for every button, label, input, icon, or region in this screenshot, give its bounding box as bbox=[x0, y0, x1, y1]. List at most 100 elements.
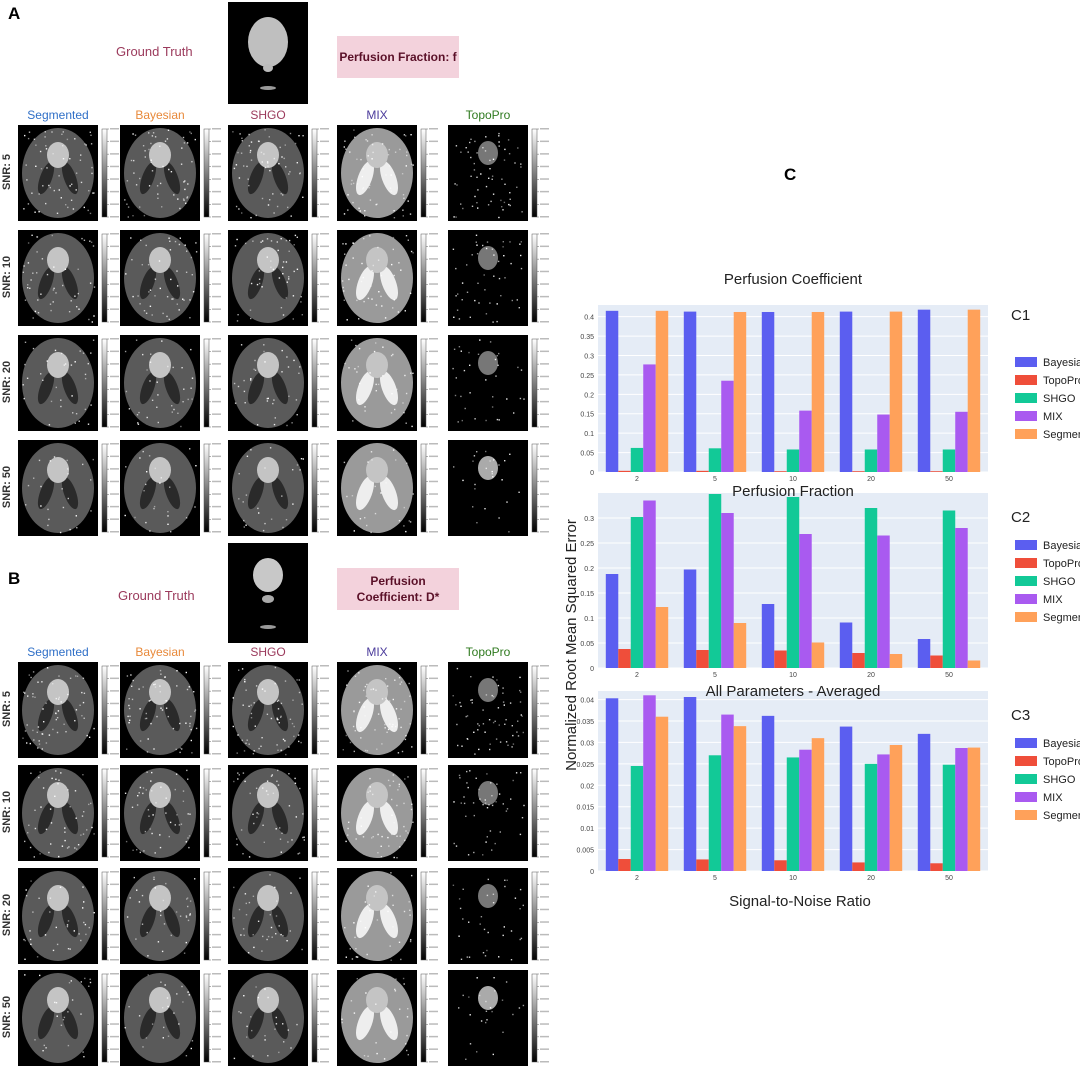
map-tile-segmented bbox=[18, 230, 119, 326]
bar-c3-segmented-5 bbox=[733, 726, 747, 871]
map-tile-segmented bbox=[18, 440, 119, 536]
map-tile-mix bbox=[337, 868, 438, 964]
map-tile-shgo bbox=[228, 662, 329, 758]
bar-c2-bayesian-20 bbox=[839, 622, 853, 668]
bar-c1-bayesian-2 bbox=[605, 310, 619, 472]
y-tick-label: 0.15 bbox=[580, 412, 594, 419]
x-tick-label: 20 bbox=[867, 875, 875, 882]
y-tick-label: 0.25 bbox=[580, 541, 594, 548]
map-tile-bayesian bbox=[120, 868, 221, 964]
bar-c1-mix-2 bbox=[643, 364, 656, 472]
y-tick-label: 0.05 bbox=[580, 641, 594, 648]
map-tile-bayesian bbox=[120, 970, 221, 1066]
snr-row-label: SNR: 5 bbox=[1, 153, 13, 191]
bar-c2-mix-5 bbox=[721, 513, 734, 668]
bar-c3-segmented-2 bbox=[655, 716, 669, 871]
y-tick-label: 0.4 bbox=[584, 315, 594, 322]
bar-c1-bayesian-50 bbox=[917, 309, 931, 472]
method-header-topopro: TopoPro bbox=[465, 645, 511, 659]
x-tick-label: 20 bbox=[867, 672, 875, 679]
map-tile-topopro bbox=[448, 765, 549, 861]
chart-id-c2: C2 bbox=[1011, 509, 1030, 526]
y-tick-label: 0 bbox=[590, 869, 594, 876]
bar-c1-mix-10 bbox=[799, 410, 812, 472]
method-header-segmented: Segmented bbox=[27, 108, 89, 122]
legend-entry-mix: MIX bbox=[1043, 792, 1063, 804]
snr-row-label: SNR: 50 bbox=[1, 465, 13, 509]
method-header-mix: MIX bbox=[366, 645, 388, 659]
bar-c1-segmented-20 bbox=[889, 311, 903, 472]
parameter-label-b: Perfusion Coefficient: D* bbox=[337, 568, 459, 610]
chart-id-c3: C3 bbox=[1011, 707, 1030, 724]
map-tile-shgo bbox=[228, 440, 329, 536]
chart-title-c2: Perfusion Fraction bbox=[732, 483, 854, 500]
bar-c2-shgo-5 bbox=[708, 494, 722, 668]
x-tick-label: 5 bbox=[713, 875, 717, 882]
bar-c3-shgo-10 bbox=[786, 757, 800, 871]
legend-entry-shgo: SHGO bbox=[1043, 576, 1076, 588]
map-tile-segmented bbox=[18, 335, 119, 431]
panel-letter-c: C bbox=[784, 165, 797, 184]
bar-c3-mix-50 bbox=[955, 748, 968, 871]
bar-c1-shgo-5 bbox=[708, 448, 722, 472]
bar-c2-shgo-2 bbox=[630, 517, 644, 668]
bar-c2-shgo-20 bbox=[864, 508, 878, 668]
bar-c2-topopro-20 bbox=[852, 653, 865, 668]
snr-row-label: SNR: 50 bbox=[1, 995, 13, 1039]
map-tile-shgo bbox=[228, 765, 329, 861]
bar-c1-bayesian-10 bbox=[761, 311, 775, 472]
method-header-shgo: SHGO bbox=[250, 645, 286, 659]
bar-c3-shgo-50 bbox=[942, 764, 956, 871]
bar-c2-mix-20 bbox=[877, 535, 890, 668]
bar-c1-topopro-2 bbox=[618, 470, 631, 472]
map-tile-topopro bbox=[448, 125, 549, 221]
map-tile-bayesian bbox=[120, 335, 221, 431]
x-tick-label: 10 bbox=[789, 476, 797, 483]
bar-c3-topopro-20 bbox=[852, 862, 865, 871]
legend-entry-bayesian: Bayesian bbox=[1043, 738, 1080, 750]
legend-swatch bbox=[1015, 612, 1037, 622]
x-tick-label: 2 bbox=[635, 875, 639, 882]
x-tick-label: 50 bbox=[945, 672, 953, 679]
legend-swatch bbox=[1015, 792, 1037, 802]
legend-swatch bbox=[1015, 576, 1037, 586]
bar-c3-bayesian-5 bbox=[683, 697, 697, 871]
ground-truth-image-a bbox=[228, 2, 308, 104]
map-tile-mix bbox=[337, 125, 438, 221]
bar-c1-topopro-5 bbox=[696, 470, 709, 472]
bar-c2-shgo-50 bbox=[942, 510, 956, 668]
map-tile-bayesian bbox=[120, 125, 221, 221]
bar-c2-shgo-10 bbox=[786, 497, 800, 668]
map-tile-mix bbox=[337, 335, 438, 431]
map-tile-segmented bbox=[18, 970, 119, 1066]
ground-truth-label-a: Ground Truth bbox=[116, 44, 193, 59]
ground-truth-label-b: Ground Truth bbox=[118, 588, 195, 603]
bar-c3-bayesian-50 bbox=[917, 733, 931, 871]
legend-entry-shgo: SHGO bbox=[1043, 393, 1076, 405]
map-tile-bayesian bbox=[120, 662, 221, 758]
y-tick-label: 0.1 bbox=[584, 431, 594, 438]
bar-c1-segmented-10 bbox=[811, 311, 825, 472]
map-tile-segmented bbox=[18, 662, 119, 758]
bar-c3-segmented-50 bbox=[967, 747, 981, 871]
snr-row-label: SNR: 20 bbox=[1, 893, 13, 937]
bar-c2-mix-10 bbox=[799, 534, 812, 668]
y-tick-label: 0.1 bbox=[584, 616, 594, 623]
x-tick-label: 50 bbox=[945, 875, 953, 882]
legend-swatch bbox=[1015, 738, 1037, 748]
legend-entry-segmented: Segmented bbox=[1043, 429, 1080, 441]
bar-c1-topopro-20 bbox=[852, 471, 865, 472]
legend-swatch bbox=[1015, 357, 1037, 367]
bar-c1-topopro-10 bbox=[774, 471, 787, 472]
map-tile-bayesian bbox=[120, 230, 221, 326]
x-tick-label: 5 bbox=[713, 476, 717, 483]
map-tile-shgo bbox=[228, 970, 329, 1066]
snr-row-label: SNR: 5 bbox=[1, 690, 13, 728]
bar-c2-segmented-5 bbox=[733, 623, 747, 668]
map-tile-mix bbox=[337, 662, 438, 758]
y-tick-label: 0.04 bbox=[580, 698, 594, 705]
map-tile-segmented bbox=[18, 765, 119, 861]
bar-c3-mix-10 bbox=[799, 749, 812, 871]
bar-c2-bayesian-10 bbox=[761, 604, 775, 668]
bar-c2-segmented-2 bbox=[655, 607, 669, 668]
